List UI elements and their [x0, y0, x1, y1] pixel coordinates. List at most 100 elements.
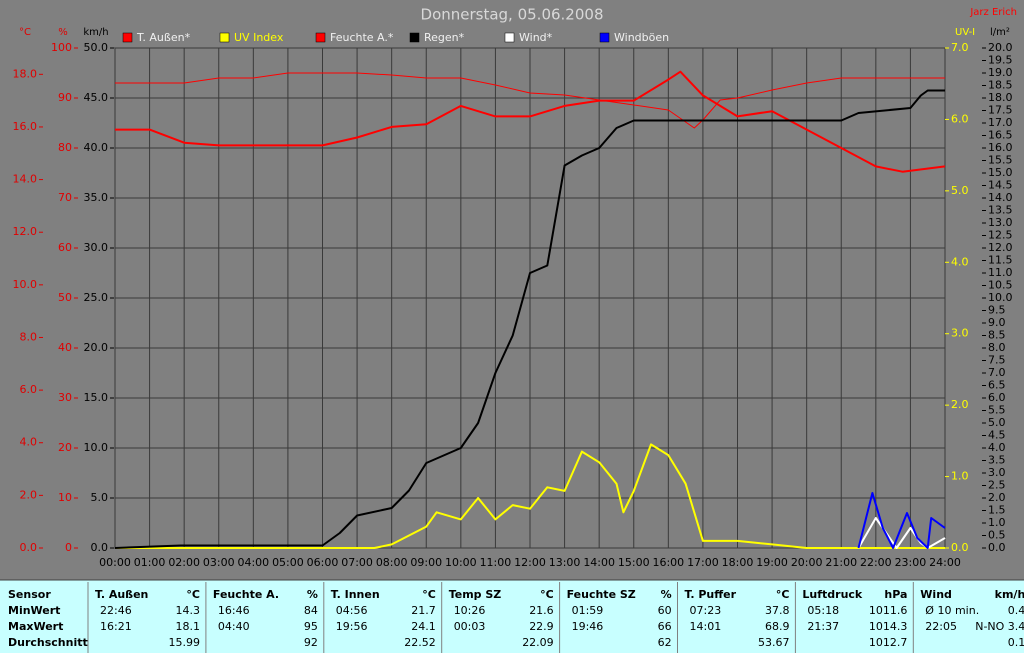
y-tick-label: 14.0: [13, 173, 38, 186]
y-tick-label: 19.5: [988, 54, 1013, 67]
cell-value: 68.9: [765, 620, 790, 633]
cell-time: 10:26: [454, 604, 486, 617]
y-tick-label: 0: [65, 541, 72, 554]
y-tick-label: 16.0: [13, 120, 38, 133]
axis-unit: °C: [19, 27, 31, 38]
y-tick-label: 11.0: [988, 266, 1013, 279]
cell-value: 95: [304, 620, 318, 633]
y-tick-label: 6.5: [988, 379, 1006, 392]
y-tick-label: 30: [58, 391, 72, 404]
series-line: [115, 72, 945, 129]
y-tick-label: 20.0: [988, 41, 1013, 54]
y-tick-label: 4.0: [951, 255, 969, 268]
axis-unit: l/m²: [990, 27, 1010, 38]
cell-value: 53.67: [758, 636, 790, 649]
y-tick-label: 18.5: [988, 79, 1013, 92]
y-tick-label: 10.0: [84, 441, 109, 454]
y-tick-label: 16.0: [988, 141, 1013, 154]
cell-time: 14:01: [690, 620, 722, 633]
column-title: Luftdruck: [802, 588, 863, 601]
y-tick-label: 50: [58, 291, 72, 304]
legend-label: UV Index: [234, 31, 284, 44]
x-tick-label: 22:00: [860, 556, 892, 569]
y-tick-label: 45.0: [84, 91, 109, 104]
y-tick-label: 0.0: [951, 541, 969, 554]
cell-value: 15.99: [169, 636, 201, 649]
cell-value: 1011.6: [869, 604, 908, 617]
column-unit: %: [307, 588, 318, 601]
y-tick-label: 14.0: [988, 191, 1013, 204]
cell-time: 01:59: [572, 604, 604, 617]
cell-value: 0.1: [1008, 636, 1024, 649]
x-tick-label: 14:00: [583, 556, 615, 569]
y-tick-label: 7.0: [988, 366, 1006, 379]
cell-value: 1012.7: [869, 636, 908, 649]
cell-time: 05:18: [807, 604, 839, 617]
y-tick-label: 0.0: [20, 541, 38, 554]
y-tick-label: 25.0: [84, 291, 109, 304]
y-tick-label: 8.0: [988, 341, 1006, 354]
stats-table: [0, 580, 1024, 653]
y-tick-label: 5.0: [91, 491, 109, 504]
y-tick-label: 0.0: [91, 541, 109, 554]
column-title: Feuchte A.: [213, 588, 279, 601]
column-title: T. Außen: [95, 588, 148, 601]
y-tick-label: 40.0: [84, 141, 109, 154]
legend-label: Regen*: [424, 31, 465, 44]
legend-swatch: [504, 32, 515, 43]
cell-time: 22:46: [100, 604, 132, 617]
table-header: Sensor: [8, 588, 51, 601]
x-tick-label: 19:00: [756, 556, 788, 569]
column-unit: °C: [540, 588, 554, 601]
legend-swatch: [599, 32, 610, 43]
cell-value: 84: [304, 604, 318, 617]
y-tick-label: 18.0: [13, 67, 38, 80]
x-tick-label: 04:00: [237, 556, 269, 569]
y-tick-label: 17.5: [988, 104, 1013, 117]
cell-value: 22.52: [404, 636, 436, 649]
y-tick-label: 10.0: [13, 278, 38, 291]
y-tick-label: 2.0: [20, 488, 38, 501]
cell-value: 62: [658, 636, 672, 649]
y-tick-label: 7.0: [951, 41, 969, 54]
y-tick-label: 11.5: [988, 254, 1013, 267]
legend-label: Wind*: [519, 31, 553, 44]
axis-unit: UV-I: [955, 27, 975, 38]
cell-time: 19:56: [336, 620, 368, 633]
cell-value: 60: [658, 604, 672, 617]
series-line: [857, 492, 946, 549]
y-tick-label: 3.0: [951, 327, 969, 340]
y-tick-label: 90: [58, 91, 72, 104]
cell-value: N-NO 3.4: [975, 620, 1024, 633]
legend-swatch: [122, 32, 133, 43]
cell-time: 21:37: [807, 620, 839, 633]
chart-title: Donnerstag, 05.06.2008: [421, 6, 604, 24]
cell-time: 04:56: [336, 604, 368, 617]
column-unit: °C: [422, 588, 436, 601]
y-tick-label: 5.0: [951, 184, 969, 197]
y-tick-label: 12.5: [988, 229, 1013, 242]
cell-value: 22.09: [522, 636, 554, 649]
legend-label: T. Außen*: [136, 31, 191, 44]
y-tick-label: 80: [58, 141, 72, 154]
x-tick-label: 01:00: [134, 556, 166, 569]
axis-unit: km/h: [83, 27, 108, 38]
y-tick-label: 4.5: [988, 429, 1006, 442]
y-tick-label: 100: [51, 41, 72, 54]
cell-value: 14.3: [176, 604, 201, 617]
y-tick-label: 19.0: [988, 66, 1013, 79]
column-title: Temp SZ: [449, 588, 502, 601]
y-tick-label: 9.5: [988, 304, 1006, 317]
y-tick-label: 17.0: [988, 116, 1013, 129]
y-tick-label: 12.0: [13, 225, 38, 238]
series-line: [115, 70, 946, 173]
y-tick-label: 0.5: [988, 529, 1006, 542]
x-tick-label: 15:00: [618, 556, 650, 569]
y-tick-label: 4.0: [988, 441, 1006, 454]
cell-value: 18.1: [176, 620, 201, 633]
y-tick-label: 9.0: [988, 316, 1006, 329]
cell-value: 0.4: [1008, 604, 1024, 617]
y-tick-label: 0.0: [988, 541, 1006, 554]
